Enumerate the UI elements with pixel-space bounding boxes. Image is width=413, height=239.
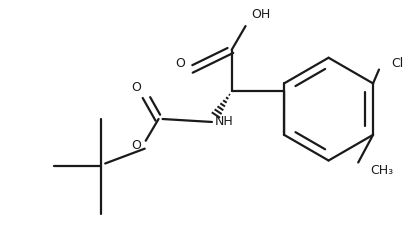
Text: NH: NH [214, 115, 233, 129]
Text: O: O [131, 139, 141, 152]
Text: OH: OH [252, 8, 271, 21]
Text: CH₃: CH₃ [370, 164, 393, 177]
Text: O: O [131, 81, 141, 94]
Text: Cl: Cl [391, 57, 403, 70]
Text: O: O [176, 57, 185, 70]
